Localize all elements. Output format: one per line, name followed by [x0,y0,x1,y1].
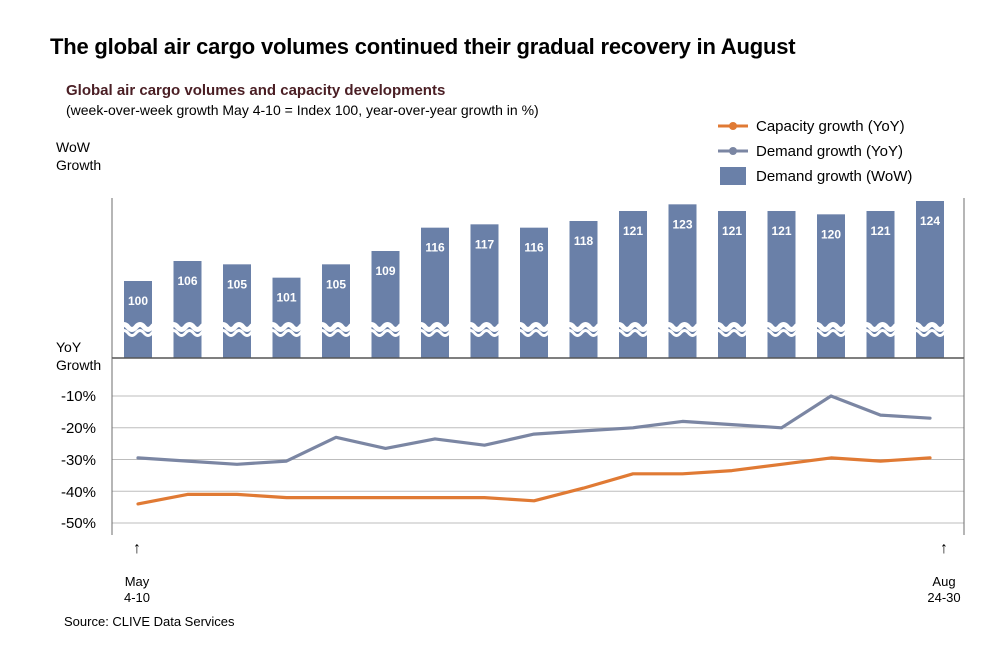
page-title: The global air cargo volumes continued t… [50,34,796,59]
bar-data-label: 105 [326,277,346,291]
source-note: Source: CLIVE Data Services [64,614,235,629]
bar-data-label: 120 [821,227,841,241]
y-tick-label: -20% [60,420,96,437]
legend-label-demand-wow: Demand growth (WoW) [756,167,913,185]
legend-item-demand-wow: Demand growth (WoW) [718,166,912,186]
axis-break-mark [415,329,459,337]
bar-data-label: 121 [771,224,791,238]
axis-break-mark [564,329,607,337]
bar-data-label: 121 [623,224,643,238]
axis-break-mark [662,322,707,332]
axis-break-mark [316,322,360,332]
axis-break-mark [464,322,509,332]
demand-yoy-line [136,394,932,466]
axis-break-mark [761,322,806,332]
axis-break-mark [563,322,608,332]
x-end-label: Aug 24-30 [914,574,974,606]
bar-data-label: 121 [722,224,742,238]
x-start-label: May 4-10 [107,574,167,606]
legend-item-demand-yoy: Demand growth (YoY) [718,141,903,161]
bar [371,251,400,358]
bar-data-label: 123 [672,217,692,231]
axis-break-mark [811,322,855,332]
axis-break-mark [613,329,657,337]
y-tick-label: -30% [60,452,96,469]
bar-data-label: 121 [870,224,890,238]
x-start-label-line2: 4-10 [123,590,151,605]
bar [272,277,301,358]
axis-break-mark [811,329,855,337]
axis-break-mark [712,329,756,337]
axis-break-mark [217,322,261,332]
x-end-label-line2: 24-30 [927,590,961,605]
axis-break-mark [762,329,805,337]
axis-break-mark [118,322,162,332]
legend-swatch-demand-icon [718,147,748,155]
legend-swatch-capacity-icon [718,122,748,130]
axis-break-mark [217,329,261,337]
bar [223,264,251,358]
axis-break-mark [365,322,410,332]
x-end-label-line1: Aug [932,574,956,589]
axis-break-mark [860,322,905,332]
y-tick-label: -10% [60,388,96,405]
legend-label-capacity: Capacity growth (YoY) [756,117,905,135]
axis-break-mark [316,329,360,337]
axis-break-mark [167,322,212,332]
axis-break-mark [910,322,954,332]
yoy-axis-label-line1: YoY [56,339,82,355]
wow-axis-label-line1: WoW [56,139,90,155]
bar-data-label: 116 [425,241,445,255]
yoy-axis-label-line2: Growth [56,357,102,373]
axis-break-mark [663,329,706,337]
axis-break-mark [267,329,310,337]
capacity-yoy-line [136,456,932,506]
axis-break-mark [168,329,211,337]
bar-data-label: 118 [574,234,594,248]
bar-data-label: 116 [524,241,544,255]
bar [322,264,350,358]
bar [124,281,152,358]
axis-break-mark [465,329,508,337]
start-arrow-icon: ↑ [133,540,141,557]
axis-break-mark [118,329,162,337]
x-start-label-line1: May [124,574,150,589]
yoy-axis-label: YoY Growth [56,338,101,374]
bar-data-label: 106 [177,274,197,288]
axis-break-mark [910,329,954,337]
bar-data-label: 124 [920,214,940,228]
bar-data-label: 100 [128,294,148,308]
y-tick-label: -40% [60,484,96,501]
bar-data-label: 109 [375,264,395,278]
axis-break-mark [266,322,311,332]
axis-break-mark [366,329,409,337]
axis-break-mark [613,322,657,332]
legend-label-demand-yoy: Demand growth (YoY) [756,142,904,160]
bar-data-label: 117 [475,237,495,251]
axis-break-mark [415,322,459,332]
legend-item-capacity-yoy: Capacity growth (YoY) [718,116,905,136]
wow-axis-label: WoW Growth [56,138,101,174]
axis-break-mark [861,329,904,337]
y-tick-label: -50% [60,515,96,532]
bar-data-label: 105 [227,277,247,291]
bar-data-label: 101 [276,291,296,305]
axis-break-mark [712,322,756,332]
axis-break-mark [514,329,558,337]
wow-axis-label-line2: Growth [56,157,102,173]
bar [173,261,202,358]
end-arrow-icon: ↑ [940,540,948,557]
chart-subtitle: (week-over-week growth May 4-10 = Index … [66,102,539,118]
legend-swatch-bar-icon [720,167,746,185]
axis-break-mark [514,322,558,332]
chart-title: Global air cargo volumes and capacity de… [66,82,446,99]
